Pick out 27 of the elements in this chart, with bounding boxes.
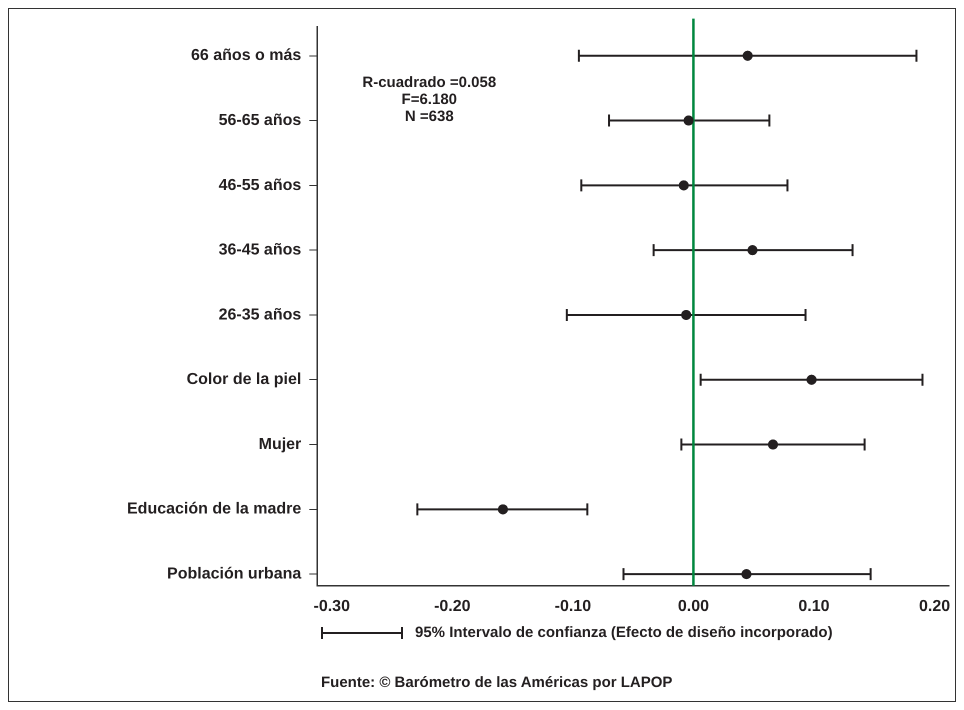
y-tick-label: 26-35 años bbox=[218, 306, 302, 324]
y-tick-label: Color de la piel bbox=[186, 371, 302, 388]
point bbox=[678, 180, 689, 190]
point bbox=[768, 440, 778, 450]
y-tick-label: 56-65 años bbox=[218, 112, 302, 129]
source-note: Fuente: © Barómetro de las Américas por LAPOP bbox=[321, 674, 672, 691]
point bbox=[741, 569, 752, 580]
x-tick-label: -0.10 bbox=[554, 598, 592, 615]
y-tick-label: 36-45 años bbox=[218, 242, 302, 259]
y-tick-label: Mujer bbox=[258, 436, 302, 453]
text: 95% Intervalo de confianza (Efecto de diseño incorporado) bbox=[415, 624, 833, 641]
y-tick-label: Población urbana bbox=[167, 566, 302, 583]
point bbox=[681, 310, 692, 320]
point bbox=[742, 50, 753, 61]
point bbox=[684, 116, 694, 126]
y-tick-label: Educación de la madre bbox=[127, 500, 302, 518]
y-tick-label: 66 años o más bbox=[191, 47, 302, 64]
x-tick-label: -0.30 bbox=[314, 598, 350, 615]
y-tick-label: 46-55 años bbox=[218, 176, 302, 194]
x-tick-label: 0.10 bbox=[798, 598, 830, 615]
point bbox=[806, 374, 817, 385]
annotation: R-cuadrado =0.058 F=6.180 N =638 bbox=[362, 74, 496, 125]
x-tick-label: 0.00 bbox=[678, 598, 710, 615]
point bbox=[498, 504, 508, 514]
x-tick-label: -0.20 bbox=[434, 598, 471, 615]
x-tick-label: 0.20 bbox=[918, 598, 950, 615]
point bbox=[747, 245, 758, 256]
